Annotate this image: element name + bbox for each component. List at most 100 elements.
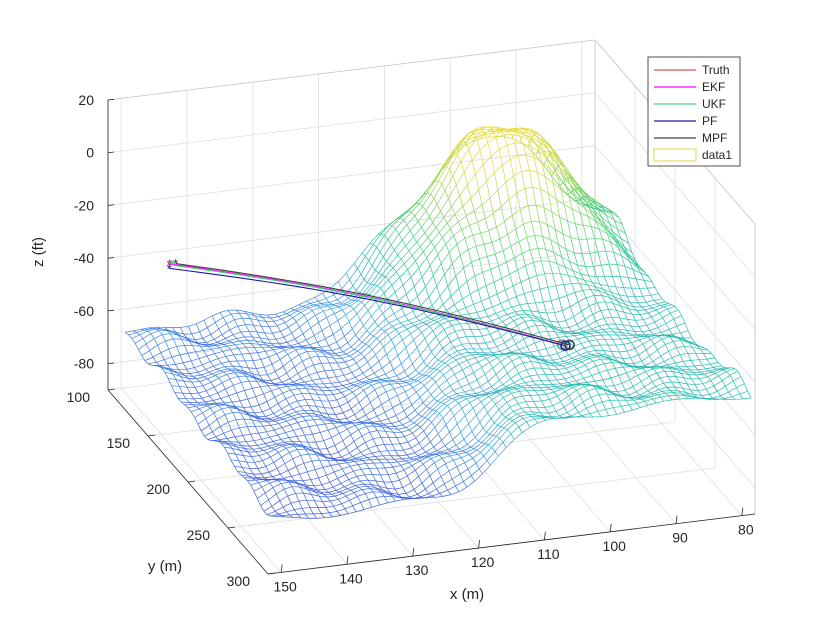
mesh-segment xyxy=(268,326,273,334)
mesh-segment xyxy=(549,399,554,406)
mesh-segment xyxy=(278,377,283,383)
mesh-segment xyxy=(493,278,502,283)
mesh-segment xyxy=(414,448,423,454)
mesh-segment xyxy=(177,372,186,377)
mesh-segment xyxy=(279,500,284,508)
mesh-segment xyxy=(343,424,348,430)
mesh-segment xyxy=(473,300,482,305)
mesh-segment xyxy=(372,420,381,423)
mesh-segment xyxy=(489,357,498,363)
mesh-segment xyxy=(469,221,478,226)
mesh-segment xyxy=(476,443,486,451)
mesh-segment xyxy=(339,488,348,493)
mesh-segment xyxy=(475,132,480,137)
mesh-segment xyxy=(335,414,339,420)
mesh-segment xyxy=(434,247,439,255)
mesh-segment xyxy=(439,296,444,305)
mesh-segment xyxy=(476,406,485,416)
mesh-segment xyxy=(641,305,650,308)
mesh-segment xyxy=(505,386,510,388)
mesh-segment xyxy=(329,478,338,483)
mesh-segment xyxy=(416,417,426,426)
mesh-segment xyxy=(534,418,539,424)
mesh-segment xyxy=(313,362,322,366)
mesh-segment xyxy=(396,315,406,320)
mesh-segment xyxy=(310,355,319,358)
mesh-segment xyxy=(477,289,482,302)
mesh-segment xyxy=(156,359,165,363)
mesh-segment xyxy=(235,453,240,461)
mesh-segment xyxy=(200,403,204,406)
mesh-segment xyxy=(336,486,345,491)
mesh-segment xyxy=(465,215,470,226)
mesh-segment xyxy=(207,327,212,335)
mesh-segment xyxy=(233,406,238,410)
mesh-segment xyxy=(227,422,232,431)
mesh-segment xyxy=(499,351,504,355)
mesh-segment xyxy=(198,355,208,359)
mesh-segment xyxy=(229,360,238,362)
mesh-segment xyxy=(512,385,521,388)
mesh-segment xyxy=(269,408,274,414)
mesh-segment xyxy=(497,357,501,362)
mesh-segment xyxy=(536,273,545,276)
mesh-segment xyxy=(359,319,364,326)
mesh-segment xyxy=(227,452,236,455)
mesh-segment xyxy=(557,367,566,370)
mesh-segment xyxy=(442,494,451,497)
mesh-segment xyxy=(227,404,231,407)
mesh-segment xyxy=(194,387,199,394)
mesh-segment xyxy=(404,371,409,377)
mesh-segment xyxy=(175,332,180,336)
mesh-segment xyxy=(626,348,636,352)
mesh-segment xyxy=(456,145,461,153)
mesh-segment xyxy=(400,403,405,411)
mesh-segment xyxy=(148,363,152,366)
mesh-segment xyxy=(391,380,396,383)
mesh-segment xyxy=(147,330,152,335)
mesh-segment xyxy=(435,227,440,233)
mesh-segment xyxy=(498,144,508,150)
mesh-segment xyxy=(458,452,467,455)
mesh-segment xyxy=(467,136,477,141)
mesh-segment xyxy=(218,323,227,330)
mesh-segment xyxy=(314,500,319,508)
mesh-segment xyxy=(378,424,387,427)
mesh-segment xyxy=(474,428,484,438)
mesh-segment xyxy=(165,338,174,342)
mesh-segment xyxy=(222,349,231,352)
mesh-segment xyxy=(174,392,179,399)
mesh-segment xyxy=(301,508,306,515)
mesh-segment xyxy=(480,233,485,245)
mesh-segment xyxy=(502,321,507,326)
mesh-segment xyxy=(420,296,429,306)
mesh-segment xyxy=(582,253,591,255)
mesh-segment xyxy=(501,389,505,391)
mesh-segment xyxy=(378,424,383,428)
mesh-segment xyxy=(456,423,462,433)
mesh-segment xyxy=(192,345,197,352)
mesh-segment xyxy=(267,510,276,516)
mesh-segment xyxy=(380,378,385,381)
mesh-segment xyxy=(521,127,530,130)
mesh-segment xyxy=(418,257,427,269)
mesh-segment xyxy=(520,384,529,387)
mesh-segment xyxy=(350,486,359,491)
mesh-segment xyxy=(400,497,404,500)
mesh-segment xyxy=(654,391,663,395)
mesh-segment xyxy=(445,346,455,353)
mesh-segment xyxy=(270,403,279,409)
mesh-segment xyxy=(234,436,239,443)
mesh-segment xyxy=(236,446,241,451)
mesh-segment xyxy=(378,485,383,491)
mesh-segment xyxy=(605,301,614,304)
mesh-segment xyxy=(386,458,390,463)
mesh-segment xyxy=(188,323,197,327)
mesh-segment xyxy=(354,408,363,415)
mesh-segment xyxy=(370,283,375,286)
mesh-segment xyxy=(332,302,341,305)
mesh-segment xyxy=(281,514,290,517)
mesh-segment xyxy=(564,378,569,383)
mesh-segment xyxy=(286,372,291,379)
mesh-segment xyxy=(349,452,353,457)
